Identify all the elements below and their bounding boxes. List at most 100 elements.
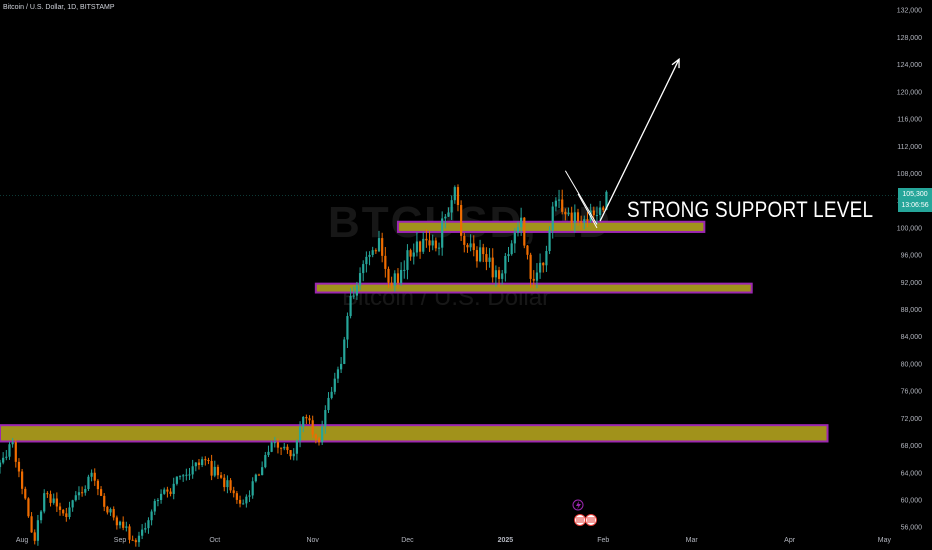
candle (52, 493, 55, 505)
last-price-value: 105,300 (902, 191, 928, 198)
candle (551, 201, 554, 239)
candle (447, 207, 450, 217)
candle (352, 286, 355, 300)
candle (295, 439, 298, 461)
price-tick-label: 112,000 (897, 144, 922, 151)
candle (156, 498, 160, 507)
candle (279, 447, 283, 455)
candle (17, 458, 21, 478)
candle (39, 510, 43, 524)
candle (358, 267, 362, 290)
candle (557, 189, 561, 208)
candle (5, 450, 8, 461)
candle (573, 204, 576, 233)
price-tick-label: 56,000 (901, 525, 923, 532)
candle (478, 239, 482, 263)
candle (141, 524, 144, 540)
candle (314, 433, 317, 444)
candle (586, 212, 589, 228)
candle (393, 270, 396, 292)
candle (49, 490, 52, 507)
candle (472, 235, 475, 257)
candle (317, 436, 321, 446)
candle (87, 474, 90, 491)
drawings (564, 57, 680, 229)
candle (188, 467, 191, 481)
candle (377, 230, 381, 253)
candle (235, 491, 238, 504)
candle (381, 232, 384, 263)
candle (428, 231, 431, 252)
candle (482, 243, 485, 263)
candle (362, 260, 365, 282)
candle (163, 487, 166, 495)
lightning-event-icon[interactable] (572, 499, 584, 511)
candle (68, 501, 71, 520)
candle (283, 442, 286, 451)
candle (248, 490, 251, 502)
price-tick-label: 84,000 (901, 334, 923, 341)
candle (576, 208, 580, 226)
price-tick-label: 72,000 (901, 416, 923, 423)
candle (216, 464, 220, 480)
projection-arrowhead (671, 57, 680, 69)
candle (507, 246, 510, 263)
price-axis[interactable]: 56,000 60,000 64,000 68,000 72,000 76,000 80,0… (897, 8, 922, 532)
wedge-line-2[interactable] (577, 193, 598, 229)
symbol-title: Bitcoin / U.S. Dollar, 1D, BITSTAMP (3, 4, 115, 11)
candle (43, 489, 46, 514)
support-zone-3[interactable] (396, 220, 706, 233)
time-axis[interactable]: Aug Sep Oct Nov Dec 2025 Feb Mar Apr May (16, 537, 892, 544)
candle (497, 266, 501, 288)
candle (463, 232, 466, 253)
candle (431, 234, 434, 251)
candle (538, 253, 542, 279)
candle (387, 266, 390, 288)
candle (27, 497, 30, 518)
candle (24, 486, 27, 500)
candle (409, 248, 412, 261)
candle (425, 229, 428, 248)
candle (545, 245, 548, 272)
candle (561, 189, 564, 215)
candle (112, 506, 115, 521)
candle (491, 248, 494, 283)
price-tick-label: 108,000 (897, 171, 922, 178)
us-flag-event-icon[interactable] (574, 514, 586, 526)
candle (523, 217, 526, 249)
candle (81, 486, 84, 497)
time-tick-label: 2025 (498, 537, 514, 544)
candle (355, 281, 359, 300)
candle (475, 246, 479, 268)
candle (466, 243, 469, 253)
candle (580, 215, 583, 230)
candle (62, 508, 65, 516)
candle (178, 475, 182, 480)
price-tick-label: 64,000 (901, 470, 923, 477)
candle (526, 244, 529, 260)
candle (245, 494, 248, 508)
wedge-line-1[interactable] (564, 170, 598, 225)
support-zone-1[interactable] (0, 424, 829, 443)
event-markers[interactable] (572, 499, 597, 526)
price-tick-label: 124,000 (897, 62, 922, 69)
candle (30, 512, 33, 533)
candle (434, 237, 437, 252)
candle (77, 486, 81, 500)
candle (418, 240, 422, 259)
candle (229, 478, 232, 493)
us-flag-event-icon[interactable] (585, 514, 597, 526)
candle (251, 477, 254, 499)
candle (207, 457, 210, 465)
candle (55, 492, 58, 512)
candle (150, 509, 153, 526)
price-tick-label: 68,000 (901, 443, 923, 450)
candle (99, 486, 103, 497)
price-tick-label: 116,000 (897, 117, 922, 124)
candle (286, 444, 289, 454)
candle (219, 472, 223, 479)
candle (346, 312, 349, 348)
projection-arrow[interactable] (599, 58, 680, 222)
candle (400, 262, 403, 286)
